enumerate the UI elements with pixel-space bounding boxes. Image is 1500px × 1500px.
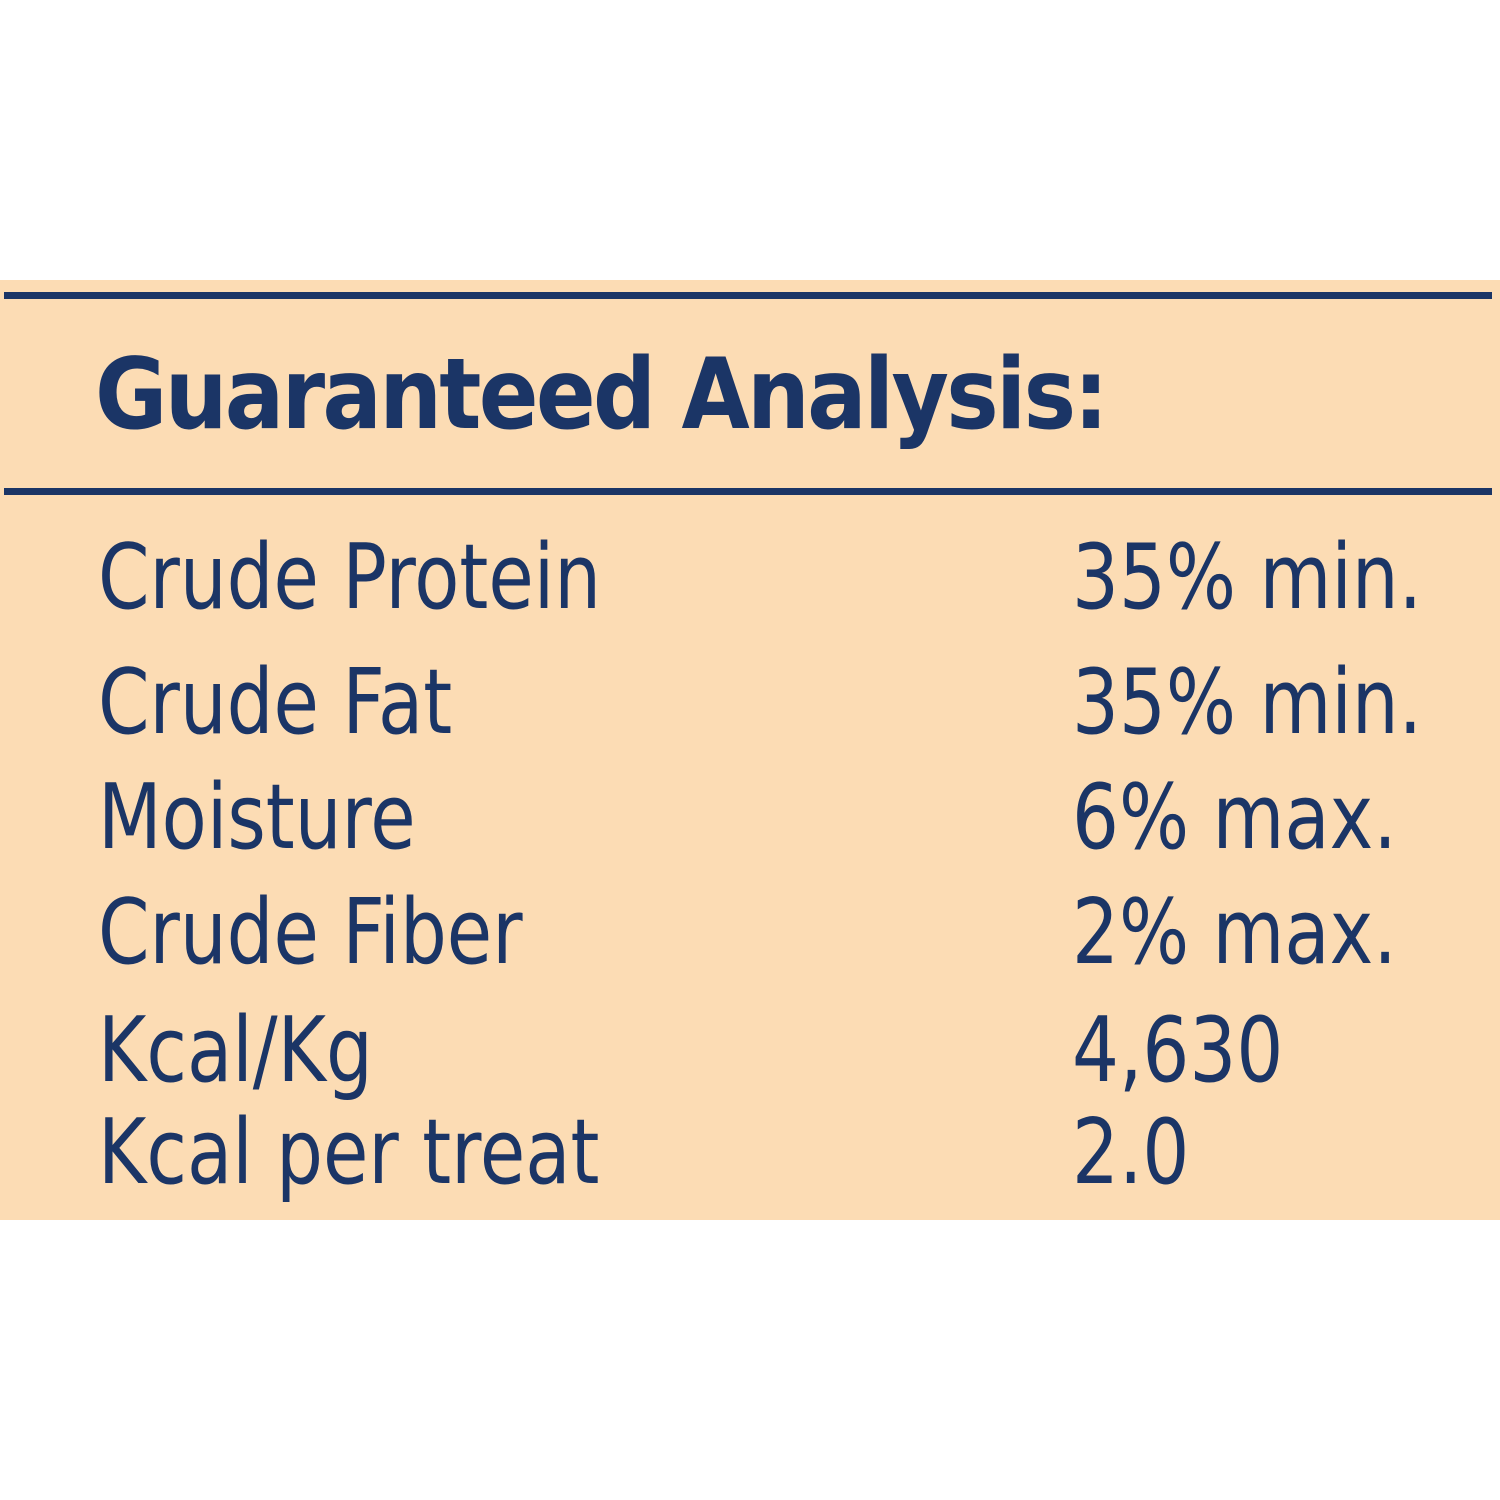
row-label: Kcal/Kg [98, 998, 373, 1103]
analysis-panel: Guaranteed Analysis: Crude Protein 35% mi… [0, 280, 1500, 1220]
title-rule [4, 488, 1492, 495]
row-label: Moisture [98, 765, 416, 870]
row-value: 6% max. [1072, 765, 1397, 870]
row-label: Kcal per treat [98, 1100, 600, 1205]
top-rule [4, 292, 1492, 299]
row: Crude Fiber 2% max. [0, 880, 1500, 995]
row-value: 2.0 [1072, 1100, 1190, 1205]
row-value: 35% min. [1072, 525, 1423, 630]
row: Crude Protein 35% min. [0, 525, 1500, 640]
row-label: Crude Protein [98, 525, 602, 630]
row-value: 2% max. [1072, 880, 1397, 985]
row: Crude Fat 35% min. [0, 650, 1500, 765]
row: Kcal per treat 2.0 [0, 1100, 1500, 1215]
row-label: Crude Fiber [98, 880, 523, 985]
row-label: Crude Fat [98, 650, 453, 755]
row-value: 35% min. [1072, 650, 1423, 755]
row-value: 4,630 [1072, 998, 1284, 1103]
row: Moisture 6% max. [0, 765, 1500, 880]
title: Guaranteed Analysis: [95, 338, 1109, 452]
row: Kcal/Kg 4,630 [0, 998, 1500, 1113]
